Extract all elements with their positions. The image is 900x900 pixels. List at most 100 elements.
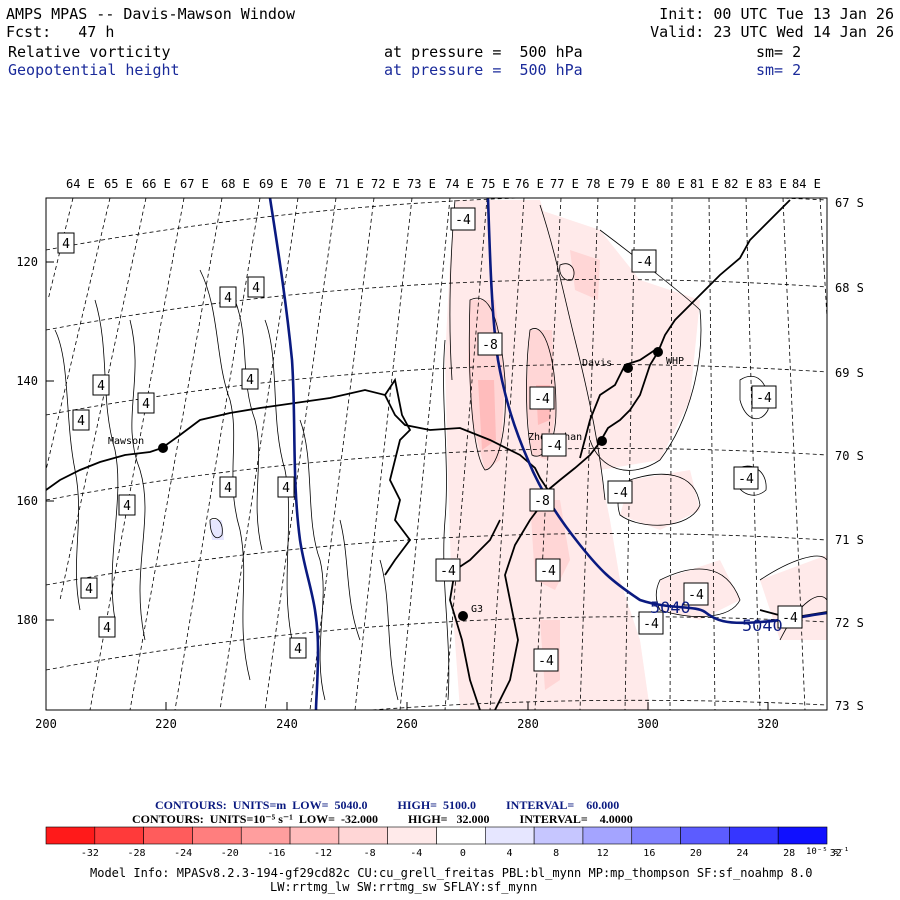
colorbar-bin — [240, 826, 291, 845]
colorbar-bin — [680, 826, 730, 845]
contour-label-box: 4 — [92, 374, 110, 396]
colorbar-tick-label: 4 — [506, 848, 512, 859]
svg-text:-4: -4 — [756, 391, 772, 406]
station-marker — [158, 443, 168, 453]
field2-smooth: sm= 2 — [756, 61, 802, 79]
right-lat-labels: 67 S 68 S 69 S 70 S 71 S 72 S 73 S — [835, 196, 864, 713]
x-label: 240 — [276, 717, 298, 731]
plot-frame — [45, 197, 828, 711]
lon-label: 67 E — [180, 177, 209, 191]
axis-ticks — [45, 261, 769, 710]
colorbar-tick-label: 16 — [643, 848, 655, 859]
x-label: 280 — [517, 717, 539, 731]
lon-label: 77 E — [550, 177, 579, 191]
init-time: Init: 00 UTC Tue 13 Jan 26 — [659, 5, 894, 23]
height-label: 5040 — [650, 598, 691, 617]
y-label: 120 — [16, 255, 38, 269]
contour-label-box: -4 — [535, 558, 561, 582]
svg-text:4: 4 — [294, 642, 302, 657]
lon-label: 74 E — [445, 177, 474, 191]
colorbar-bin — [192, 826, 242, 845]
svg-text:4: 4 — [246, 373, 254, 388]
colorbar-tick-label: 20 — [690, 848, 702, 859]
colorbar-bin — [533, 826, 584, 845]
contour-label-box: -4 — [638, 611, 664, 635]
lon-label: 83 E — [758, 177, 787, 191]
field2-level: at pressure = 500 hPa — [384, 61, 583, 79]
station-label: Davis — [582, 358, 612, 369]
lon-label: 76 E — [515, 177, 544, 191]
svg-text:-4: -4 — [546, 439, 562, 454]
station-label: Mawson — [108, 436, 144, 447]
svg-text:4: 4 — [224, 291, 232, 306]
station-marker — [623, 363, 633, 373]
colorbar-bin — [338, 826, 388, 845]
colorbar-tick-label: -24 — [174, 848, 192, 859]
station-label: G3 — [471, 604, 483, 615]
svg-text:-8: -8 — [482, 338, 498, 353]
colorbar-tick-label: -4 — [410, 848, 422, 859]
svg-text:4: 4 — [85, 582, 93, 597]
x-label: 220 — [155, 717, 177, 731]
lon-label: 64 E — [66, 177, 95, 191]
field1-smooth: sm= 2 — [756, 43, 802, 61]
svg-text:-8: -8 — [534, 494, 550, 509]
lon-label: 81 E — [690, 177, 719, 191]
contour-label-box: -4 — [541, 433, 567, 457]
contour-label-box: -4 — [450, 207, 476, 231]
colorbar-tick-label: 12 — [597, 848, 609, 859]
svg-text:-4: -4 — [782, 611, 798, 626]
coastline — [46, 199, 827, 710]
svg-text:4: 4 — [97, 379, 105, 394]
svg-text:-4: -4 — [688, 588, 704, 603]
lon-label: 70 E — [297, 177, 326, 191]
svg-text:-4: -4 — [612, 486, 628, 501]
contour-label-box: 4 — [289, 637, 307, 659]
lon-label: 68 E — [221, 177, 250, 191]
contour-label-box: -4 — [777, 605, 803, 629]
lon-label: 79 E — [620, 177, 649, 191]
svg-text:-4: -4 — [643, 617, 659, 632]
svg-text:-4: -4 — [636, 255, 652, 270]
x-label: 260 — [396, 717, 418, 731]
colorbar-tick-label: -16 — [267, 848, 285, 859]
contour-label-box: -8 — [529, 488, 555, 512]
field2-name: Geopotential height — [8, 61, 180, 79]
lon-label: 72 E — [371, 177, 400, 191]
lon-label: 78 E — [586, 177, 615, 191]
contour-label-box: -4 — [631, 249, 657, 273]
y-label: 140 — [16, 374, 38, 388]
colorbar-bin — [387, 826, 437, 845]
lon-label: 80 E — [656, 177, 685, 191]
lat-label: 68 S — [835, 281, 864, 295]
x-label: 200 — [35, 717, 57, 731]
lon-label: 71 E — [335, 177, 364, 191]
station-marker — [597, 436, 607, 446]
colorbar-bin — [436, 826, 486, 845]
contour-label-box: 4 — [80, 577, 98, 599]
negative-contour-labels: -4 -4 -8 -4 -4 -4 -8 -4 -4 -4 -4 -4 -4 -… — [435, 207, 803, 672]
contour-label-box: 4 — [137, 392, 155, 414]
contour-label-box: -4 — [751, 385, 777, 409]
lon-label: 66 E — [142, 177, 171, 191]
colorbar-bin — [289, 826, 340, 845]
colorbar-tick-label: -8 — [364, 848, 376, 859]
lat-label: 72 S — [835, 616, 864, 630]
colorbar-bin — [143, 826, 193, 845]
station-label: WHP — [666, 356, 684, 367]
lat-label: 69 S — [835, 366, 864, 380]
lon-label: 84 E — [792, 177, 821, 191]
svg-text:4: 4 — [142, 397, 150, 412]
contour-label-box: 4 — [72, 409, 90, 431]
station-marker — [653, 347, 663, 357]
svg-text:4: 4 — [252, 281, 260, 296]
contour-label-box: -4 — [683, 582, 709, 606]
colorbar-tick-label: -28 — [128, 848, 146, 859]
svg-text:-4: -4 — [455, 213, 471, 228]
x-label: 300 — [637, 717, 659, 731]
colorbar-tick-label: 24 — [737, 848, 749, 859]
height-contour-info: CONTOURS: UNITS=m LOW= 5040.0 HIGH= 5100… — [155, 798, 620, 812]
colorbar-tick-label: -12 — [314, 848, 332, 859]
colorbar-tick-label: 0 — [460, 848, 466, 859]
colorbar: -32 -28 -24 -20 -16 -12 -8 -4 0 4 8 12 16 20 24 28 3210⁻… — [45, 826, 849, 859]
